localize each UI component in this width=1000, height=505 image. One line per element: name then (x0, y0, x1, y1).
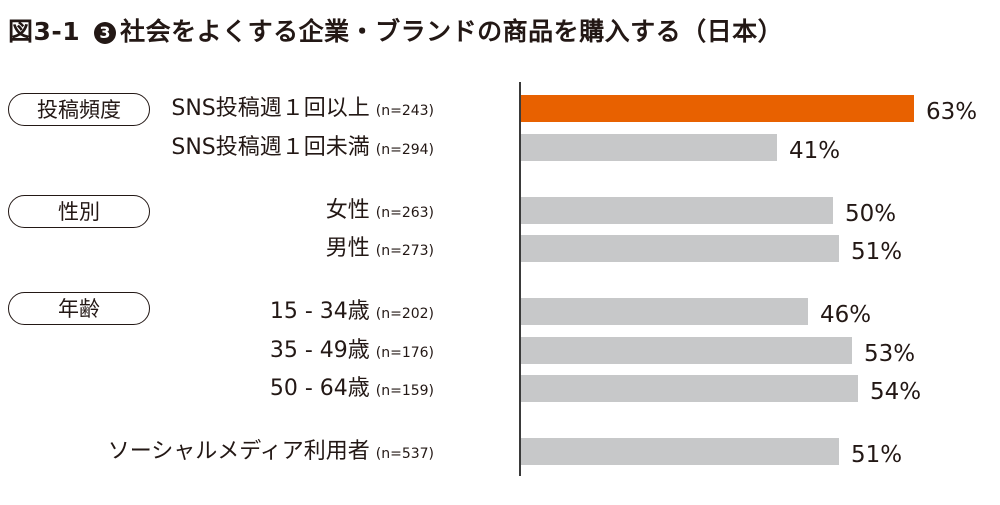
value-label: 50% (845, 201, 897, 227)
chart-title: 図3-1 3 社会をよくする企業・ブランドの商品を購入する（日本） (8, 12, 783, 48)
value-label: 54% (870, 379, 922, 405)
sample-size: (n=263) (375, 205, 434, 221)
value-label: 41% (789, 138, 841, 164)
bar-row: ソーシャルメディア利用者 (n=537) 51% (0, 438, 1000, 468)
category-label: 35 - 49歳 (269, 338, 370, 363)
category-label: 女性 (325, 198, 370, 223)
bar-row: 35 - 49歳 (n=176) 53% (0, 337, 1000, 367)
figure-number: 図3-1 (8, 17, 81, 46)
value-label: 51% (851, 239, 903, 265)
value-label: 46% (820, 302, 872, 328)
row-label: 男性 (n=273) (326, 235, 434, 262)
value-label: 63% (926, 99, 978, 125)
row-label: 50 - 64歳 (n=159) (270, 375, 434, 402)
group-label-age: 年齢 (8, 292, 150, 325)
bar (521, 197, 833, 224)
bar-row: 50 - 64歳 (n=159) 54% (0, 375, 1000, 405)
title-text: 社会をよくする企業・ブランドの商品を購入する（日本） (120, 17, 784, 46)
row-label: SNS投稿週１回未満 (n=294) (171, 134, 434, 161)
y-axis-line (519, 82, 521, 476)
row-label: 15 - 34歳 (n=202) (270, 298, 434, 325)
category-label: ソーシャルメディア利用者 (107, 439, 370, 464)
category-label: 50 - 64歳 (269, 376, 370, 401)
sample-size: (n=273) (375, 243, 434, 259)
bar (521, 235, 839, 262)
bar (521, 95, 914, 122)
sample-size: (n=537) (375, 446, 434, 462)
category-label: SNS投稿週１回以上 (171, 96, 370, 121)
circled-number-icon: 3 (94, 22, 117, 44)
category-label: SNS投稿週１回未満 (171, 135, 370, 160)
row-label: ソーシャルメディア利用者 (n=537) (108, 438, 434, 465)
row-label: 35 - 49歳 (n=176) (270, 337, 434, 364)
bar (521, 438, 839, 465)
category-label: 15 - 34歳 (269, 299, 370, 324)
bar (521, 337, 852, 364)
sample-size: (n=294) (375, 142, 434, 158)
sample-size: (n=176) (375, 345, 434, 361)
bar (521, 134, 777, 161)
group-label-post-frequency: 投稿頻度 (8, 93, 150, 126)
sample-size: (n=243) (375, 103, 434, 119)
bar-row: SNS投稿週１回以上 (n=243) 63% (0, 95, 1000, 125)
bar-row: 15 - 34歳 (n=202) 46% (0, 298, 1000, 328)
category-label: 男性 (325, 236, 370, 261)
value-label: 53% (864, 341, 916, 367)
bar-row: 女性 (n=263) 50% (0, 197, 1000, 227)
bar-row: SNS投稿週１回未満 (n=294) 41% (0, 134, 1000, 164)
value-label: 51% (851, 442, 903, 468)
group-label-gender: 性別 (8, 195, 150, 228)
row-label: 女性 (n=263) (326, 197, 434, 224)
bar-row: 男性 (n=273) 51% (0, 235, 1000, 265)
row-label: SNS投稿週１回以上 (n=243) (171, 95, 434, 122)
sample-size: (n=159) (375, 383, 434, 399)
bar (521, 375, 858, 402)
sample-size: (n=202) (375, 306, 434, 322)
bar (521, 298, 808, 325)
